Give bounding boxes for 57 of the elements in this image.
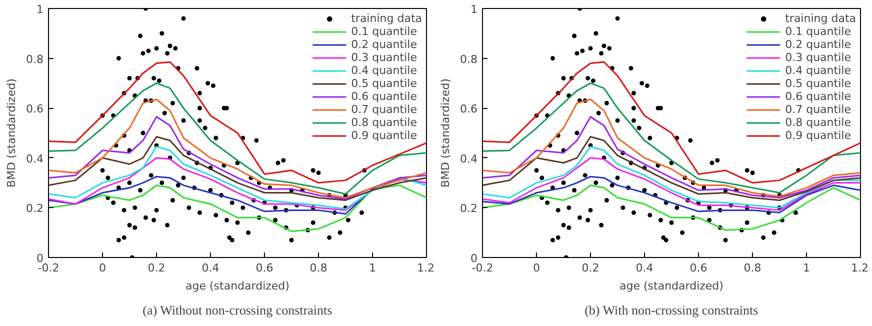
- y-axis-title: BMD (standardized): [439, 78, 452, 188]
- legend-label: 0.9 quantile: [351, 129, 417, 142]
- legend-label: training data: [351, 12, 422, 25]
- legend-label: 0.8 quantile: [785, 116, 851, 129]
- x-tick-label: 0: [99, 262, 106, 274]
- text: (a) Without non-crossing constraints: [142, 302, 332, 318]
- x-axis-title: age (standardized): [620, 280, 724, 292]
- y-tick-label: 0.2: [26, 202, 44, 216]
- line-series: [48, 157, 426, 211]
- x-tick-label: 0.4: [636, 262, 654, 274]
- y-tick-label: 0.8: [26, 52, 44, 66]
- y-tick-label: 0.6: [460, 102, 478, 116]
- y-tick-label: 0.6: [26, 102, 44, 116]
- y-tick-label: 1: [470, 3, 478, 16]
- x-tick-label: 0: [533, 262, 540, 274]
- legend-label: 0.2 quantile: [785, 38, 851, 51]
- legend-label: 0.1 quantile: [785, 25, 851, 38]
- x-tick-label: 0.4: [202, 262, 220, 274]
- x-tick-label: 1: [803, 262, 810, 274]
- legend-label: 0.4 quantile: [351, 64, 417, 77]
- x-tick-label: 0.8: [310, 262, 328, 274]
- line-series: [48, 184, 426, 232]
- legend-label: 0.7 quantile: [785, 103, 851, 116]
- legend-label: 0.5 quantile: [351, 77, 417, 90]
- line-series: [482, 157, 860, 211]
- legend-label: 0.2 quantile: [351, 38, 417, 51]
- y-tick-label: 0.2: [460, 202, 478, 216]
- legend-label: 0.4 quantile: [785, 64, 851, 77]
- x-tick-label: 0.6: [690, 262, 708, 274]
- y-tick-label: 0.8: [460, 52, 478, 66]
- text: (b) With non-crossing constraints: [584, 302, 758, 318]
- legend-label: training data: [785, 12, 856, 25]
- legend-label: 0.7 quantile: [351, 103, 417, 116]
- legend-label: 0.6 quantile: [785, 90, 851, 103]
- y-tick-label: 1: [36, 3, 44, 16]
- x-tick-label: 1.2: [417, 262, 435, 274]
- x-tick-label: 0.8: [744, 262, 762, 274]
- line-series: [48, 116, 426, 200]
- legend-label: 0.3 quantile: [785, 51, 851, 64]
- legend-label: 0.8 quantile: [351, 116, 417, 129]
- x-tick-label: 0.2: [148, 262, 166, 274]
- legend-label: 0.3 quantile: [351, 51, 417, 64]
- y-axis-title: BMD (standardized): [5, 78, 18, 188]
- x-tick-label: 1: [369, 262, 376, 274]
- x-tick-label: 0.6: [256, 262, 274, 274]
- legend-label: 0.5 quantile: [785, 77, 851, 90]
- line-series: [482, 176, 860, 214]
- x-tick-label: 0.2: [582, 262, 600, 274]
- x-axis-title: age (standardized): [186, 280, 290, 292]
- legend-label: 0.6 quantile: [351, 90, 417, 103]
- legend-label: 0.9 quantile: [785, 129, 851, 142]
- line-series: [482, 184, 860, 231]
- y-tick-label: 0.4: [26, 152, 44, 166]
- legend-label: 0.1 quantile: [351, 25, 417, 38]
- x-tick-label: 1.2: [851, 262, 869, 274]
- line-series: [482, 116, 860, 198]
- y-tick-label: 0.4: [460, 152, 478, 166]
